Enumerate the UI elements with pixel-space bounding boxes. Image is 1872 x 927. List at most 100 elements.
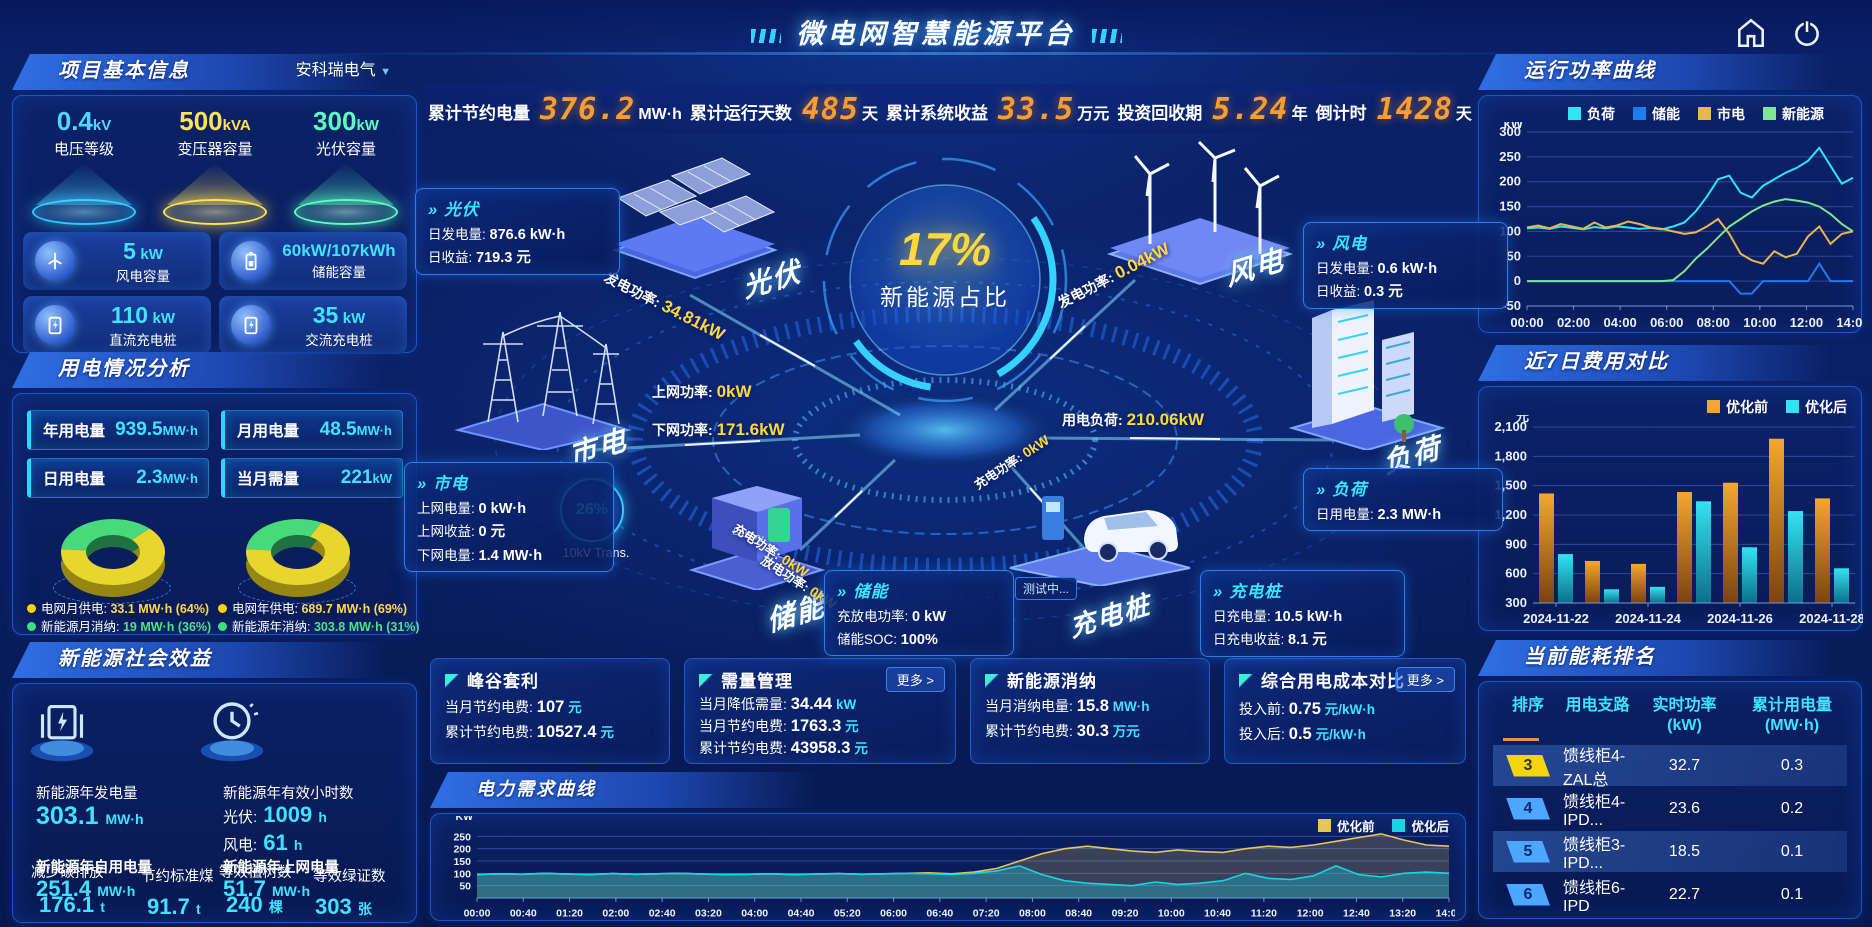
svg-text:06:00: 06:00 xyxy=(880,908,907,920)
svg-text:14:00: 14:00 xyxy=(1836,315,1863,330)
chip-month-demand: 当月需量 221kW xyxy=(221,458,403,498)
gen-value: 303.1 MW·h xyxy=(36,802,144,830)
page-title: 微电网智慧能源平台 xyxy=(0,12,1872,51)
card-ac-charger: 35 kW 交流充电桩 xyxy=(219,296,407,354)
panel-power-analysis-title: 用电情况分析 xyxy=(58,358,190,380)
donut-year-supply-chart xyxy=(223,502,373,614)
company-select[interactable]: 安科瑞电气 ▼ xyxy=(295,62,391,79)
pedestal-base xyxy=(32,199,136,225)
home-button[interactable] xyxy=(1734,16,1768,50)
legend-dot xyxy=(27,622,36,631)
title-deco-left xyxy=(750,28,781,43)
panel-ranking-title: 当前能耗排名 xyxy=(1524,646,1656,668)
demand-curve-chart: 50 100 150 200 250 KW 00:00 00:40 01:20 02:00 02:4… xyxy=(441,816,1455,920)
power-curve-chart: -50 0 50 100 150 200 250 300 kW 00:00 02:00 04:00 06… xyxy=(1479,122,1863,332)
svg-text:06:40: 06:40 xyxy=(926,908,953,920)
panel-mini-icon xyxy=(1239,674,1253,688)
legend-swatch xyxy=(1698,107,1711,120)
energy-ranking-table: 排序 用电支路 实时功率 (kW) 累计用电量 (MW·h) 3 馈线柜4-ZAL总… xyxy=(1493,696,1847,915)
svg-text:12:40: 12:40 xyxy=(1343,908,1370,920)
svg-text:2024-11-24: 2024-11-24 xyxy=(1615,611,1682,626)
svg-text:04:00: 04:00 xyxy=(741,908,768,920)
svg-text:kW: kW xyxy=(1504,122,1524,131)
pedestal-cone xyxy=(298,163,394,205)
svg-text:0: 0 xyxy=(1514,273,1521,288)
svg-text:150: 150 xyxy=(1499,199,1521,214)
panel-social-benefit-title: 新能源社会效益 xyxy=(58,648,212,670)
svg-text:10:00: 10:00 xyxy=(1743,315,1776,330)
coal-label: 节约标准煤 xyxy=(141,869,214,885)
svg-text:1,800: 1,800 xyxy=(1494,448,1527,463)
legend-month-grid: 电网月供电: 33.1 MW·h (64%) xyxy=(27,598,209,617)
chip-month-energy: 月用电量 48.5MW·h xyxy=(221,410,403,450)
svg-text:250: 250 xyxy=(1499,149,1521,164)
svg-text:600: 600 xyxy=(1505,566,1527,581)
card-storage-capacity: 60kW/107kWh 储能容量 xyxy=(219,232,407,290)
svg-text:元: 元 xyxy=(1516,415,1529,424)
infobox-charger: » 充电桩 日充电量: 10.5 kW·h 日充电收益: 8.1 元 xyxy=(1200,570,1405,657)
svg-text:10:40: 10:40 xyxy=(1204,908,1231,920)
legend-year-grid: 电网年供电: 689.7 MW·h (69%) xyxy=(218,598,407,617)
stat-countdown: 倒计时 1428 天 xyxy=(1315,91,1472,127)
panel-demand-header: 电力需求曲线 xyxy=(430,772,850,808)
panel-power-curve-header: 运行功率曲线 xyxy=(1478,54,1862,90)
svg-text:02:00: 02:00 xyxy=(602,908,629,920)
panel-corner-icon xyxy=(6,634,32,660)
wind-turbines-illustration xyxy=(1106,140,1294,286)
battery-storage-illustration: Battery xyxy=(688,486,826,590)
power-button[interactable] xyxy=(1790,16,1824,50)
cost-more-button[interactable]: 更多 > xyxy=(1395,667,1455,692)
panel-power-analysis-body: 年用电量 939.5MW·h 月用电量 48.5MW·h 日用电量 2.3MW·h 当… xyxy=(12,393,420,635)
demand-legend: 优化前 优化后 xyxy=(1317,816,1449,835)
panel-power-curve-title: 运行功率曲线 xyxy=(1524,60,1656,82)
storage-status-badge: 测试中... xyxy=(1014,577,1077,600)
rank-badge: 5 xyxy=(1506,840,1550,863)
svg-text:2024-11-28: 2024-11-28 xyxy=(1799,611,1863,626)
cert-value: 303 张 xyxy=(315,894,372,919)
svg-text:01:20: 01:20 xyxy=(556,908,583,920)
table-row[interactable]: 4 馈线柜4-IPD... 23.6 0.2 xyxy=(1493,788,1847,829)
gauge-label: 新能源占比 xyxy=(880,284,1010,310)
power-curve-legend: 负荷 储能 市电 新能源 xyxy=(1539,104,1853,124)
mini-panel-demand-mgmt: 需量管理 更多 > 当月降低需量: 34.44 kW 当月节约电费: 1763.… xyxy=(684,658,956,764)
flow-grid-import: 下网功率: 171.6kW xyxy=(652,420,785,439)
svg-text:14:00: 14:00 xyxy=(1436,908,1455,920)
panel-project-info-header: 项目基本信息 安科瑞电气 ▼ xyxy=(12,54,417,90)
hours-pv-value: 光伏: 1009 h xyxy=(223,802,327,827)
table-row[interactable]: 6 馈线柜6-IPD 22.7 0.1 xyxy=(1493,874,1847,915)
donut-month-supply-chart xyxy=(38,502,188,614)
svg-text:300: 300 xyxy=(1505,595,1527,610)
ac-charger-icon xyxy=(231,305,271,345)
title-deco-right xyxy=(1091,28,1122,43)
pedestal-cone xyxy=(167,163,263,205)
power-icon xyxy=(1795,19,1819,46)
svg-text:05:20: 05:20 xyxy=(834,908,861,920)
legend-year-renewable: 新能源年消纳: 303.8 MW·h (31%) xyxy=(218,616,420,635)
svg-text:10:00: 10:00 xyxy=(1158,908,1185,920)
stat-payback-period: 投资回收期 5.24 年 xyxy=(1117,91,1308,127)
svg-text:12:00: 12:00 xyxy=(1297,908,1324,920)
flow-grid-export: 上网功率: 0kW xyxy=(652,382,752,401)
panel-cost-compare: 近7日费用对比 优化前 优化后 300 600 900 1,200 1,500 1,800… xyxy=(1478,345,1863,631)
demand-more-button[interactable]: 更多 > xyxy=(885,667,945,692)
svg-text:00:00: 00:00 xyxy=(464,908,491,920)
ranking-table-header: 排序 用电支路 实时功率 (kW) 累计用电量 (MW·h) xyxy=(1511,697,1832,734)
hours-wind-value: 风电: 61 h xyxy=(223,830,303,855)
table-row[interactable]: 3 馈线柜4-ZAL总 32.7 0.3 xyxy=(1493,745,1847,789)
battery-icon xyxy=(231,241,271,281)
self-use-value: 251.4 MW·h xyxy=(36,876,136,901)
svg-text:KW: KW xyxy=(456,816,474,823)
panel-mini-icon xyxy=(985,674,999,688)
table-row[interactable]: 5 馈线柜3-IPD... 18.5 0.1 xyxy=(1493,831,1847,872)
gauge-value: 17% xyxy=(898,223,992,275)
arrow-icon: » xyxy=(1316,235,1327,253)
panel-demand-curve: 电力需求曲线 优化前 优化后 50 100 150 200 250 KW 00:00 00:4… xyxy=(430,772,1466,921)
grid-export-label: 新能源年上网电量 xyxy=(223,860,339,876)
panel-ranking: 当前能耗排名 排序 用电支路 实时功率 (kW) 累计用电量 (MW·h) 3 馈线… xyxy=(1478,640,1862,919)
panel-social-benefit: 新能源社会效益 新能源年发电量 303.1 MW·h 新能源年有效小时数 光伏:… xyxy=(12,642,417,923)
svg-text:13:20: 13:20 xyxy=(1389,908,1416,920)
legend-dot xyxy=(27,604,36,613)
svg-text:2,100: 2,100 xyxy=(1494,419,1527,434)
panel-ranking-header: 当前能耗排名 xyxy=(1478,640,1862,676)
